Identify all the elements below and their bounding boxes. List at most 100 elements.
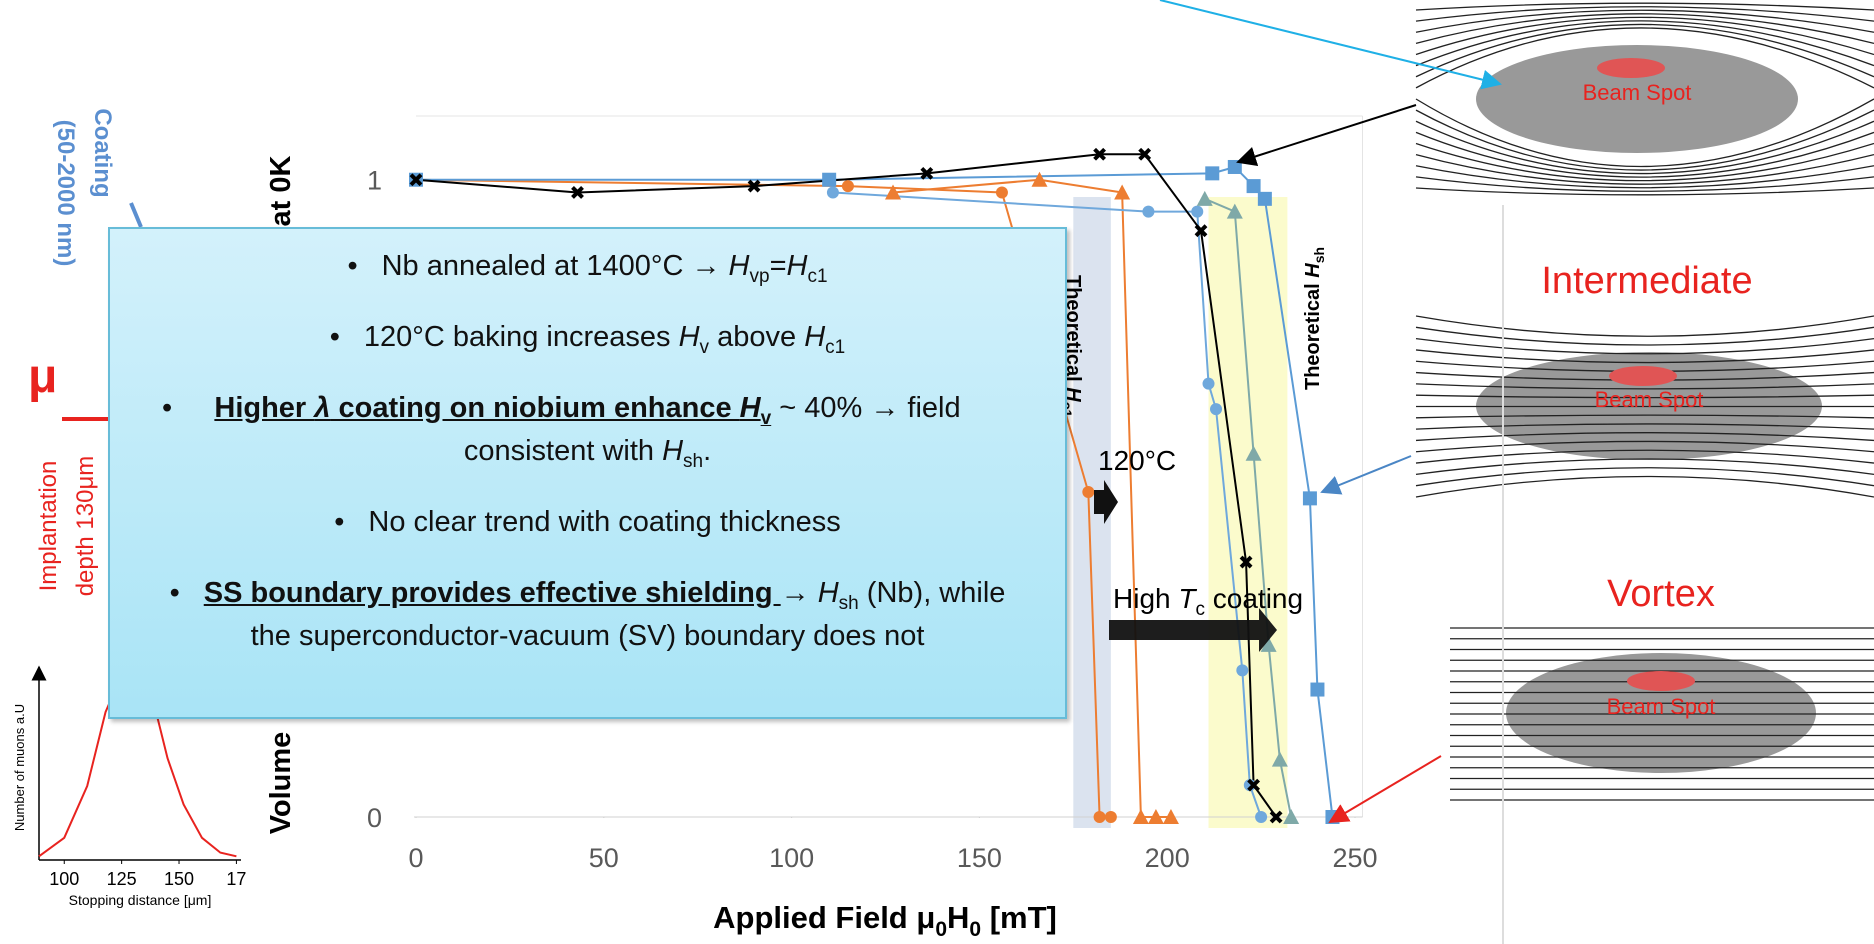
data-point <box>827 186 839 198</box>
beam-spot <box>1597 58 1665 78</box>
pointer-arrow <box>1330 756 1441 822</box>
bullet: Higher λ coating on niobium enhance Hv ~… <box>150 387 1025 473</box>
field-line <box>1416 339 1874 354</box>
side-label: (50-2000 nm) <box>52 120 79 267</box>
y-tick-label: 0 <box>367 803 382 833</box>
text: → <box>781 577 818 609</box>
highlight-band <box>1209 197 1288 828</box>
label-part: coating <box>1205 583 1303 614</box>
data-point <box>1142 206 1154 218</box>
panel-title: Intermediate <box>1541 260 1752 302</box>
label-part: 0 <box>969 918 981 941</box>
beam-spot <box>1627 671 1695 691</box>
side-label: depth 130μm <box>72 456 99 597</box>
x-tick-label: 0 <box>408 843 423 873</box>
text: vp <box>750 266 770 287</box>
text: sh <box>839 593 859 614</box>
panel-title: Vortex <box>1607 573 1715 615</box>
text: H <box>679 321 700 353</box>
y-axis-label: Volume <box>265 732 297 835</box>
y-axis-label: Number of muons a.U <box>12 704 27 831</box>
field-line <box>1416 459 1874 474</box>
pointer-arrow <box>1322 456 1411 492</box>
text: v <box>761 408 772 429</box>
beam-spot-label: Beam Spot <box>1607 694 1716 719</box>
data-point <box>1210 403 1222 415</box>
x-tick-label: 125 <box>107 869 137 889</box>
data-point <box>822 173 836 187</box>
data-point <box>1082 486 1094 498</box>
label-part: Applied Field μ <box>713 900 935 935</box>
label-part: H <box>1302 263 1324 278</box>
label-part: High <box>1113 583 1178 614</box>
text: . <box>703 435 711 467</box>
x-axis-label: Applied Field μ0H0 [mT] <box>713 900 1057 941</box>
x-tick-label: 17 <box>226 869 246 889</box>
label-part: c <box>1195 599 1205 620</box>
x-tick-label: 150 <box>957 843 1002 873</box>
bullet: 120°C baking increases Hv above Hc1 <box>150 316 1025 359</box>
text: coating on niobium enhance <box>330 392 739 424</box>
beam-spot <box>1609 366 1677 386</box>
text: No clear trend with coating thickness <box>368 506 840 538</box>
data-point <box>1205 166 1219 180</box>
text: SS boundary provides effective shielding <box>204 577 781 609</box>
data-point <box>1203 378 1215 390</box>
label-part: sh <box>1311 247 1327 263</box>
x-axis-label: Stopping distance [μm] <box>69 892 212 908</box>
annotation: 120°C <box>1098 445 1176 476</box>
text: = <box>770 250 787 282</box>
text: H <box>804 321 825 353</box>
data-point <box>842 180 854 192</box>
pointer-arrow <box>1238 105 1416 162</box>
field-line <box>1416 316 1874 336</box>
data-point <box>996 186 1008 198</box>
text: H <box>818 577 839 609</box>
label-part: Theoretical <box>1302 278 1324 390</box>
connector <box>131 203 141 227</box>
pointer-arrow <box>1160 0 1500 84</box>
text: above <box>709 321 804 353</box>
field-line <box>1416 477 1874 497</box>
data-point <box>1247 179 1261 193</box>
side-label: Implantation <box>35 461 62 592</box>
data-point <box>1105 811 1117 823</box>
text: c1 <box>825 337 845 358</box>
text: 120°C baking increases <box>364 321 679 353</box>
text: H <box>787 250 808 282</box>
x-tick-label: 150 <box>164 869 194 889</box>
text: Nb annealed at 1400°C → <box>382 250 729 282</box>
label-part: H <box>947 900 969 935</box>
text: H <box>662 435 683 467</box>
y-axis-label: at 0K <box>265 155 297 226</box>
x-tick-label: 100 <box>49 869 79 889</box>
text: Higher <box>214 392 314 424</box>
data-point <box>1310 683 1324 697</box>
bullet: No clear trend with coating thickness <box>150 501 1025 544</box>
side-panels: Beam Spot Beam Spot Beam Spot <box>1416 3 1874 800</box>
data-point <box>1236 664 1248 676</box>
beam-spot-label: Beam Spot <box>1583 80 1692 105</box>
text: H <box>740 392 761 424</box>
side-label: Coating <box>89 108 116 197</box>
text: v <box>700 337 710 358</box>
text: λ <box>314 392 330 424</box>
data-point <box>1255 811 1267 823</box>
data-point <box>1094 811 1106 823</box>
callout-box: Nb annealed at 1400°C → Hvp=Hc1 120°C ba… <box>108 227 1067 719</box>
bullet: SS boundary provides effective shielding… <box>150 572 1025 658</box>
x-tick-label: 200 <box>1145 843 1190 873</box>
side-label: μ <box>28 350 57 403</box>
x-tick-label: 100 <box>769 843 814 873</box>
data-point <box>1258 192 1272 206</box>
data-point <box>1191 206 1203 218</box>
label-part: 0 <box>935 918 947 941</box>
text: c1 <box>807 266 827 287</box>
x-tick-label: 50 <box>589 843 619 873</box>
bullet: Nb annealed at 1400°C → Hvp=Hc1 <box>150 245 1025 288</box>
y-tick-label: 1 <box>367 166 382 196</box>
label-part: [mT] <box>981 900 1057 935</box>
slide: 05010015020025001 Beam SpotBeam SpotBeam… <box>0 0 1874 944</box>
beam-spot-label: Beam Spot <box>1595 387 1704 412</box>
data-point <box>1303 491 1317 505</box>
